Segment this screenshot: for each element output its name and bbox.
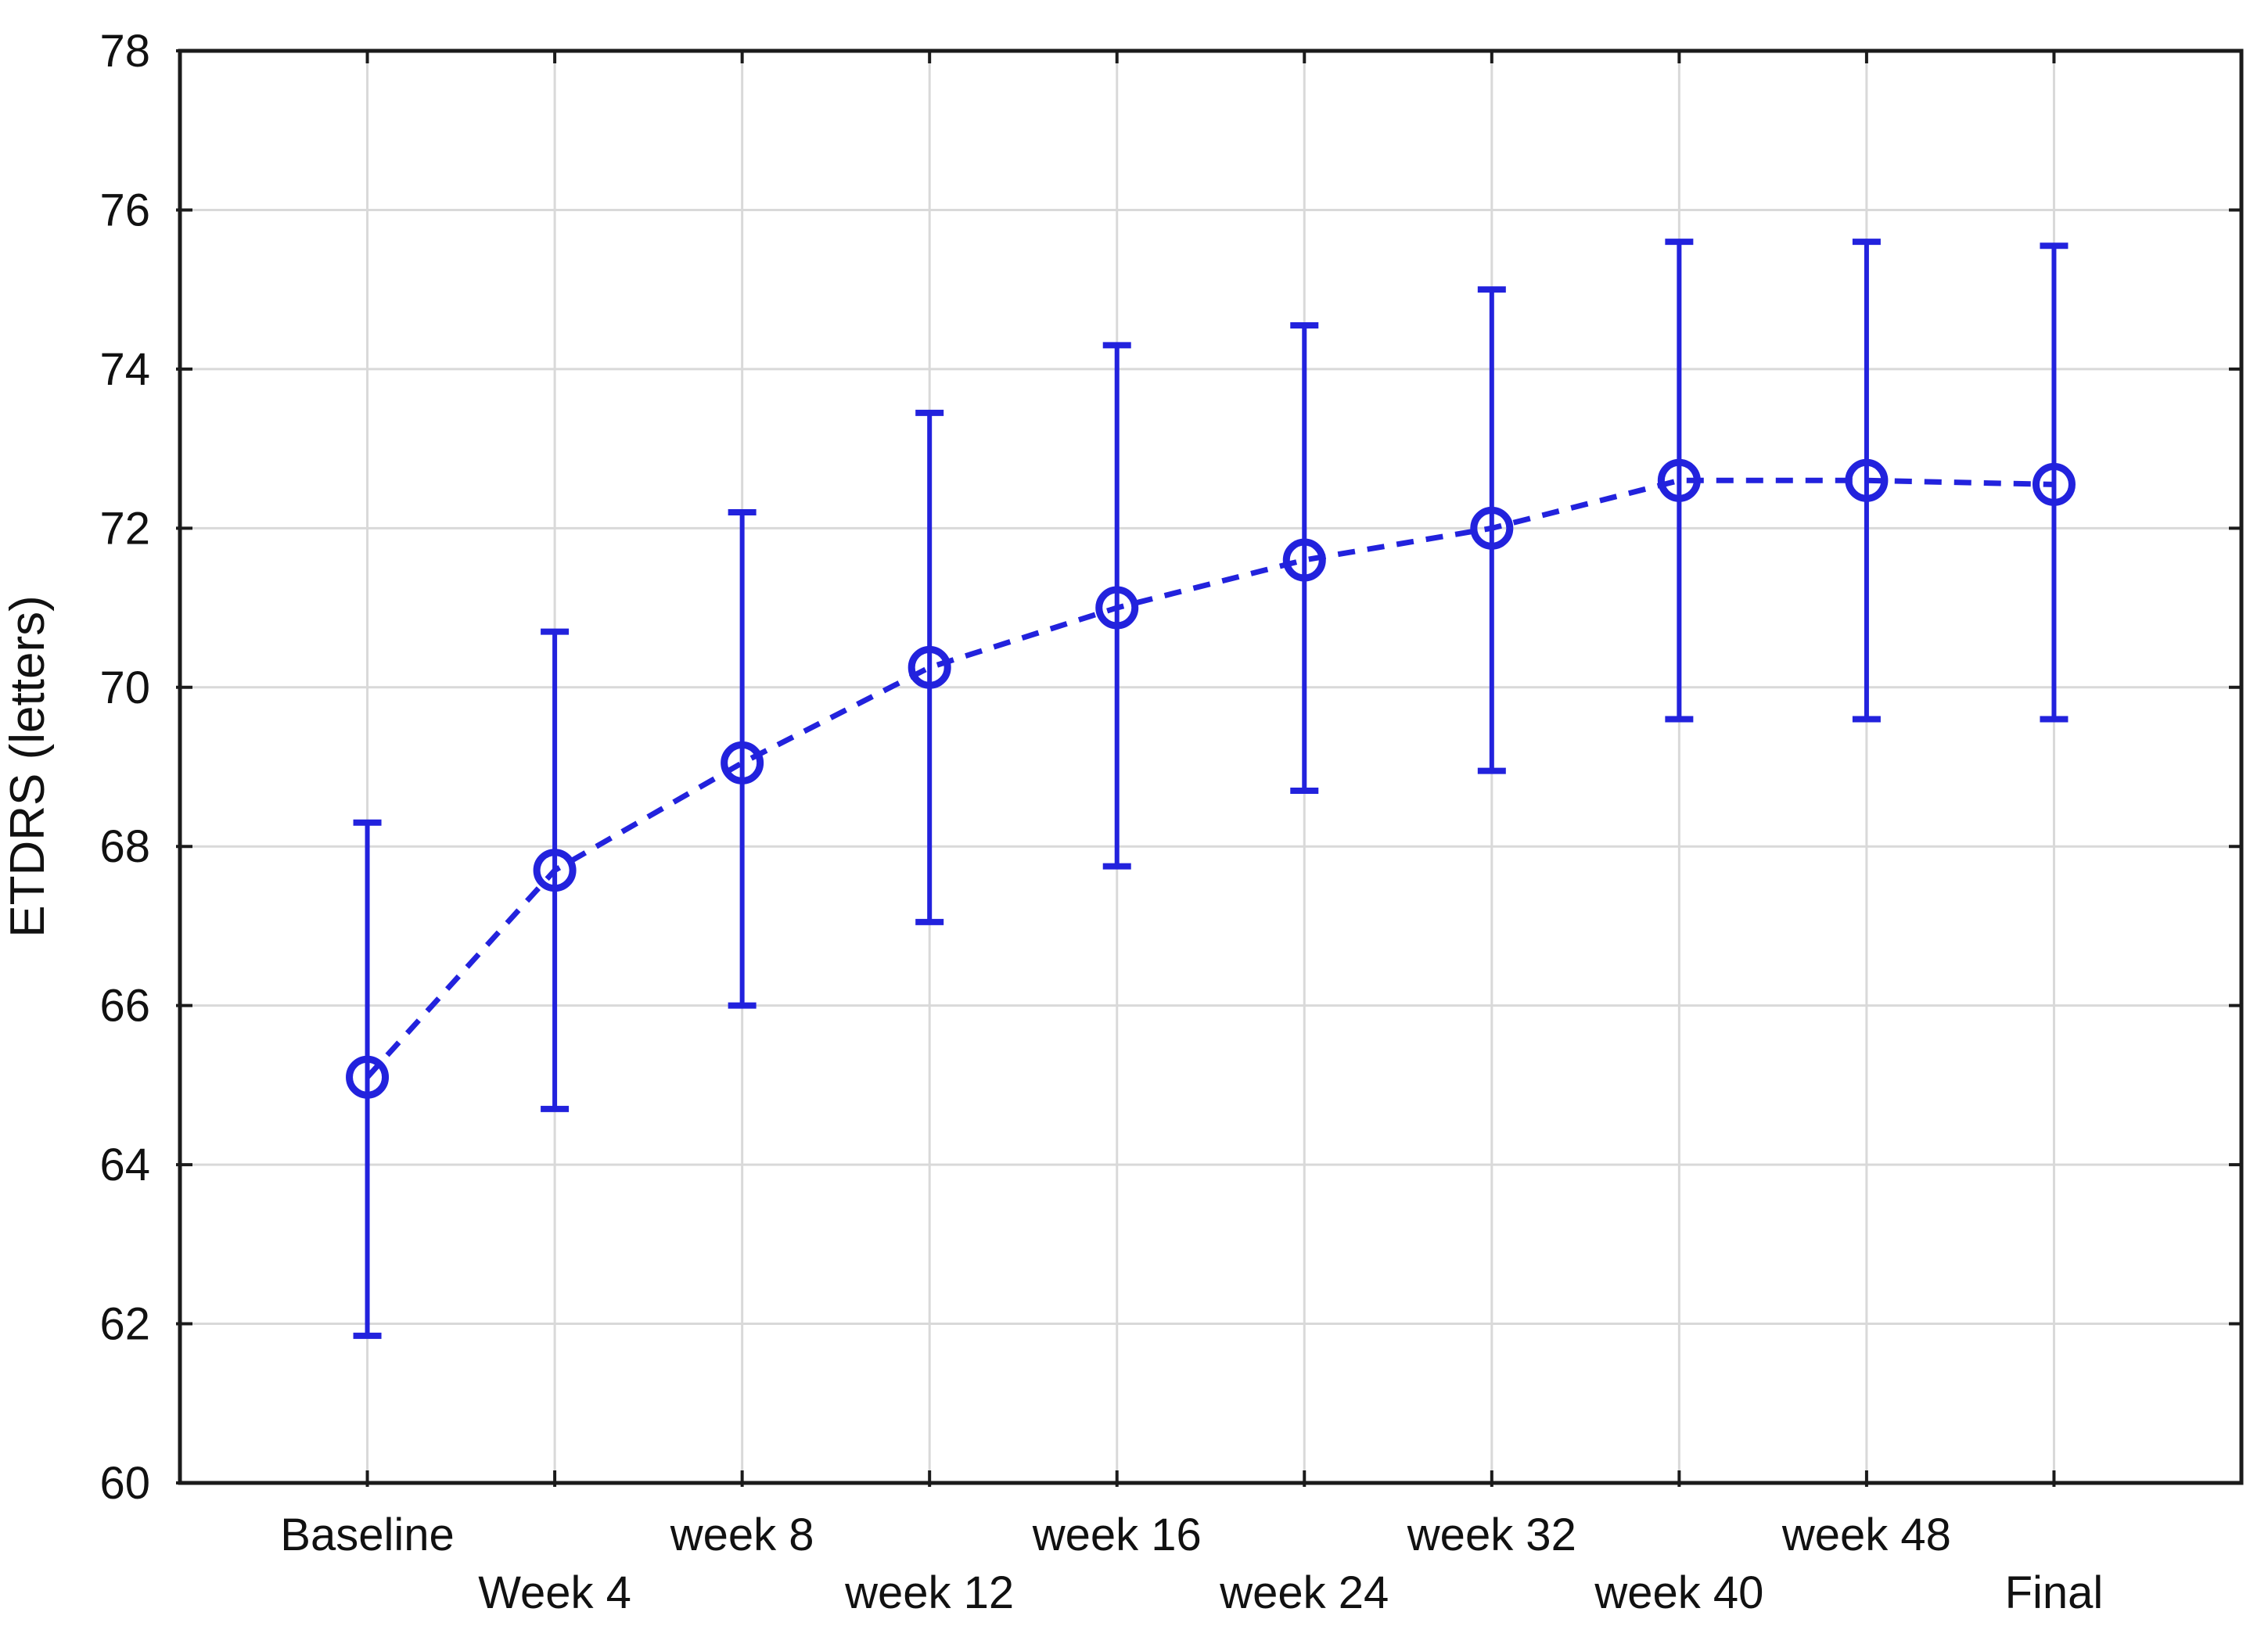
x-category-label: Baseline bbox=[280, 1510, 454, 1560]
x-category-label: week 32 bbox=[1407, 1510, 1576, 1560]
y-tick-label: 64 bbox=[99, 1140, 150, 1190]
data-point-marker bbox=[721, 741, 764, 784]
x-category-label: week 40 bbox=[1594, 1567, 1763, 1618]
y-axis-title: ETDRS (letters) bbox=[1, 595, 55, 937]
series-dashed-line bbox=[365, 477, 2054, 1079]
plot-border bbox=[178, 48, 2244, 1485]
x-category-label: week 12 bbox=[844, 1567, 1014, 1618]
data-point-marker bbox=[346, 1055, 390, 1099]
x-category-label: week 8 bbox=[670, 1510, 814, 1560]
data-point-marker bbox=[2032, 462, 2076, 506]
x-category-label: week 48 bbox=[1781, 1510, 1951, 1560]
y-tick-label: 78 bbox=[99, 26, 150, 77]
y-tick-label: 72 bbox=[99, 503, 150, 554]
y-tick-label: 74 bbox=[99, 344, 150, 395]
axes-frame-layer bbox=[176, 48, 2244, 1487]
data-point-marker bbox=[1470, 506, 1514, 550]
y-tick-label: 66 bbox=[99, 981, 150, 1032]
x-category-label: week 24 bbox=[1219, 1567, 1389, 1618]
y-tick-label: 76 bbox=[99, 185, 150, 235]
grid-layer bbox=[180, 51, 2241, 1483]
axis-label-layer: 60 62 64 66 68 70 72 74 76 78 Baseline Week 4 week 8… bbox=[99, 26, 2103, 1618]
y-tick-label: 70 bbox=[99, 662, 150, 713]
x-category-label: Week 4 bbox=[478, 1567, 631, 1618]
data-point-marker bbox=[908, 645, 951, 689]
data-point-marker bbox=[533, 849, 577, 892]
data-point-marker bbox=[1657, 458, 1701, 502]
data-point-marker bbox=[1845, 458, 1889, 502]
y-tick-label: 62 bbox=[99, 1299, 150, 1350]
x-category-label: week 16 bbox=[1032, 1510, 1202, 1560]
data-point-marker bbox=[1282, 538, 1326, 582]
x-category-label: Final bbox=[2005, 1567, 2104, 1618]
y-tick-label: 68 bbox=[99, 821, 150, 872]
data-series-layer bbox=[346, 239, 2076, 1339]
y-tick-label: 60 bbox=[99, 1458, 150, 1509]
data-point-marker bbox=[1095, 586, 1139, 630]
